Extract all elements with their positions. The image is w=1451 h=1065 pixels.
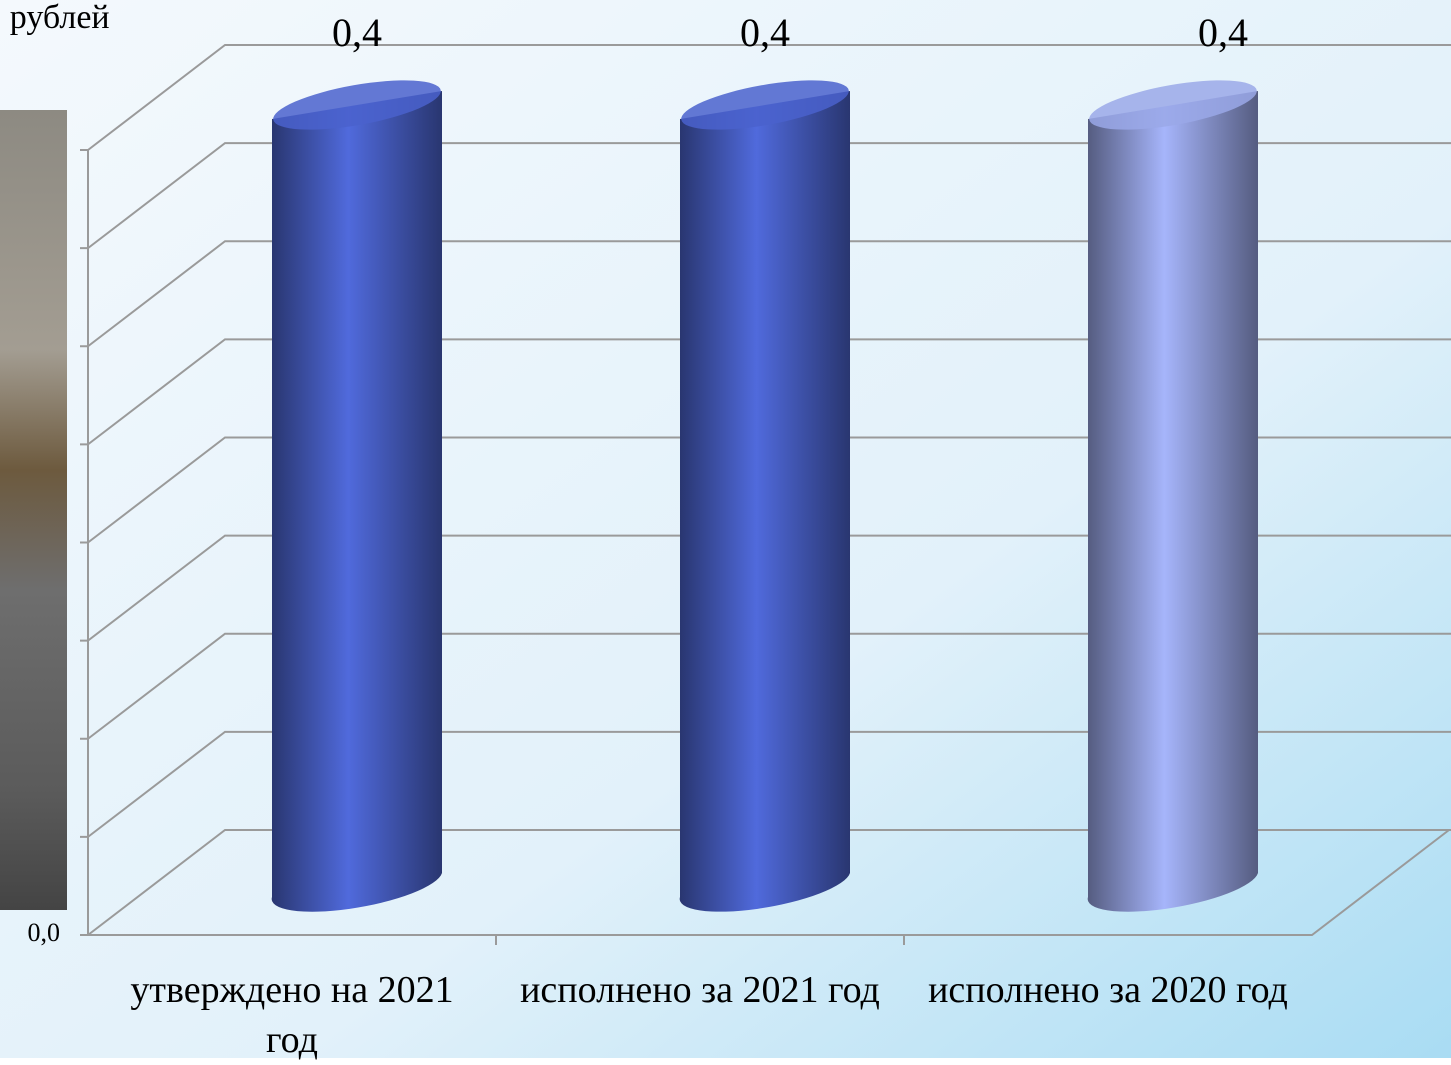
grid-line xyxy=(87,632,1451,740)
grid-line xyxy=(87,44,1451,151)
bar-top xyxy=(681,80,849,130)
grid-line xyxy=(87,730,1451,838)
bar-top xyxy=(1089,80,1257,130)
bar-top xyxy=(273,80,441,130)
grid-line xyxy=(87,829,1451,936)
grid-line xyxy=(87,436,1451,544)
bar xyxy=(271,80,442,912)
x-tick-label: исполнено за 2021 год xyxy=(520,969,880,1011)
grid-line xyxy=(87,142,1451,249)
bar-body xyxy=(271,91,442,912)
x-tick-label: утверждено на 2021 год xyxy=(130,969,454,1061)
value-label: 0,4 xyxy=(332,10,382,55)
grid-line xyxy=(87,534,1451,642)
photo xyxy=(0,110,67,910)
y-tick-label: 0,0 xyxy=(28,918,61,947)
bar-body xyxy=(1087,91,1258,912)
bar xyxy=(1087,80,1258,912)
bar xyxy=(679,80,850,912)
value-label: 0,4 xyxy=(1198,10,1248,55)
x-tick-label: исполнено за 2020 год xyxy=(928,969,1288,1011)
bar-body xyxy=(679,91,850,912)
chart-title: тыс. рублей xyxy=(0,0,110,36)
grid-line xyxy=(87,338,1451,446)
value-label: 0,4 xyxy=(740,10,790,55)
grid-line xyxy=(87,240,1451,348)
